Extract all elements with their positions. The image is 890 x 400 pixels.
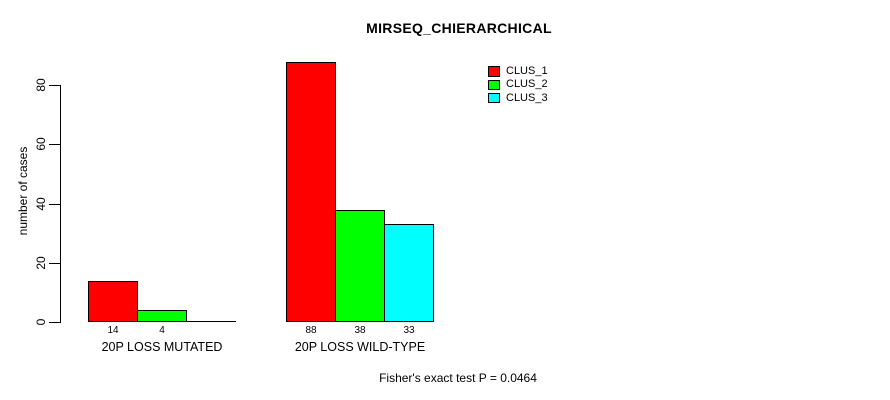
- bar-CLUS_2-group2: [335, 209, 385, 322]
- chart-title: MIRSEQ_CHIERARCHICAL: [366, 20, 552, 36]
- y-tick-label: 80: [34, 78, 48, 92]
- y-tick-label: 40: [34, 197, 48, 211]
- bar-value-label: 14: [107, 325, 119, 336]
- y-tick-label: 60: [34, 137, 48, 151]
- bar-value-label: 88: [305, 325, 317, 336]
- legend-swatch-icon: [488, 66, 500, 77]
- legend: CLUS_1 CLUS_2 CLUS_3: [488, 65, 548, 105]
- legend-label: CLUS_2: [506, 78, 548, 91]
- x-category-label: 20P LOSS WILD-TYPE: [294, 340, 426, 354]
- bar-value-label: 33: [403, 325, 415, 336]
- y-tick: [49, 144, 60, 145]
- y-tick-label: 0: [34, 318, 48, 326]
- bar-value-label: 4: [159, 325, 165, 336]
- legend-item-CLUS_1: CLUS_1: [488, 65, 548, 78]
- y-tick-label: 20: [34, 256, 48, 270]
- bar-CLUS_3-group1-zero: [186, 321, 236, 322]
- bar-CLUS_1-group2: [286, 61, 336, 322]
- legend-label: CLUS_3: [506, 91, 548, 104]
- y-axis-line: [60, 85, 61, 323]
- bar-CLUS_3-group2: [384, 224, 434, 322]
- y-tick: [49, 204, 60, 205]
- annotation-text: Fisher's exact test P = 0.0464: [379, 371, 537, 385]
- bar-CLUS_2-group1: [137, 310, 187, 322]
- bar-CLUS_1-group1: [88, 280, 138, 322]
- legend-item-CLUS_2: CLUS_2: [488, 78, 548, 91]
- x-category-label: 20P LOSS MUTATED: [101, 340, 223, 354]
- y-tick: [49, 263, 60, 264]
- legend-label: CLUS_1: [506, 65, 548, 78]
- bar-value-label: 38: [354, 325, 366, 336]
- legend-swatch-icon: [488, 92, 500, 104]
- y-tick: [49, 322, 60, 323]
- legend-item-CLUS_3: CLUS_3: [488, 92, 548, 105]
- y-tick: [49, 85, 60, 86]
- legend-swatch-icon: [488, 79, 500, 91]
